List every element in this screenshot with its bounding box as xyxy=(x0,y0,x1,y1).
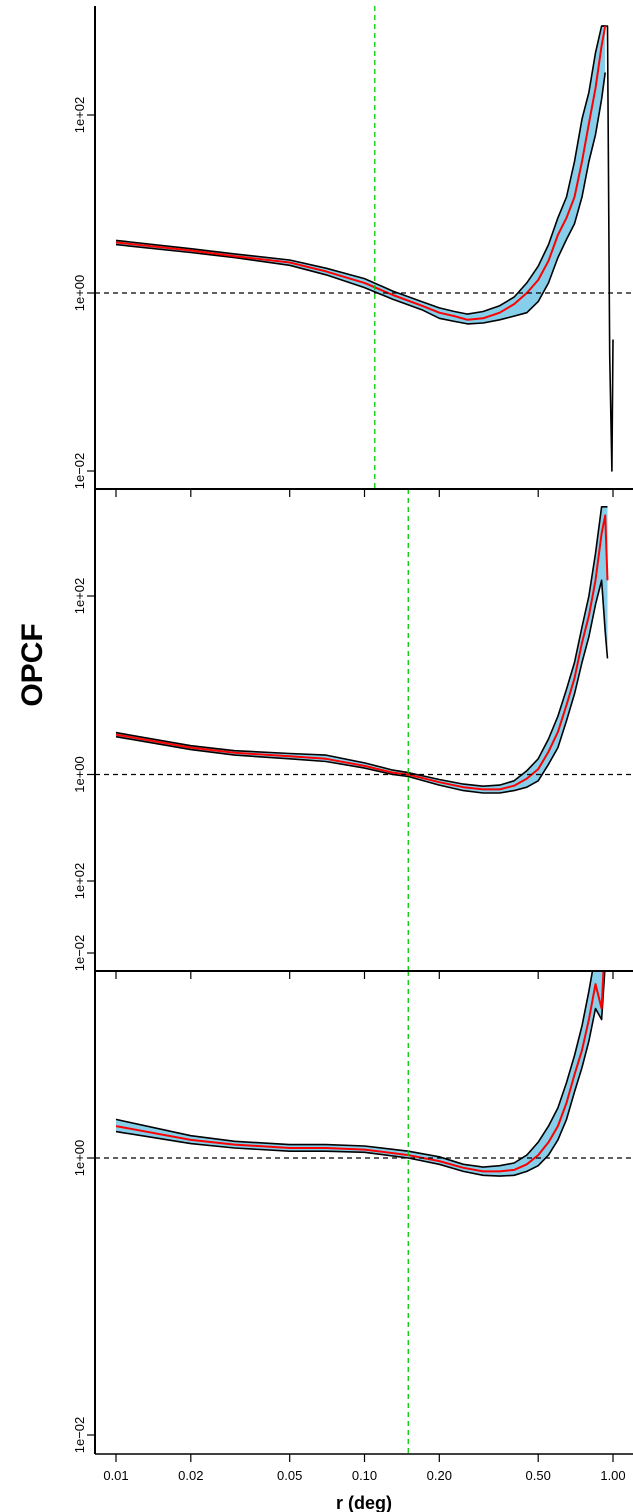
x-axis-title: r (deg) xyxy=(336,1493,392,1512)
y-tick-label: 1e+02 xyxy=(72,578,87,615)
y-tick-label: 1e+02 xyxy=(72,863,87,900)
envelope-band xyxy=(116,971,605,1177)
median-line xyxy=(115,25,607,321)
y-tick-label: 1e−02 xyxy=(72,453,87,490)
y-axis-title: OPCF xyxy=(16,623,49,706)
panel-middle: 1e−02 1e+00 1e+02 xyxy=(72,488,633,972)
y-tick-label: 1e+00 xyxy=(72,756,87,793)
x-tick-label: 1.00 xyxy=(600,1468,625,1483)
chart-panels: 1e−02 1e+00 1e+02 1e−02 1e+00 1e+02 1e−02 1e+00… xyxy=(72,6,633,1483)
x-tick-label: 0.50 xyxy=(526,1468,551,1483)
x-tick-label: 0.10 xyxy=(352,1468,377,1483)
median-line xyxy=(115,514,609,791)
panel-bottom: 1e−02 1e+00 1e+02 0.01 0.02 0.05 0.10 0.20 0.50 1… xyxy=(72,863,633,1483)
envelope-lower-line xyxy=(115,579,609,794)
x-tick-label: 0.02 xyxy=(178,1468,203,1483)
envelope-lower-line xyxy=(115,72,606,325)
y-tick-label: 1e−02 xyxy=(72,1417,87,1454)
plot-area-middle xyxy=(95,489,633,971)
envelope-upper-line xyxy=(115,506,608,787)
y-tick-label: 1e+00 xyxy=(72,275,87,312)
panel-top: 1e−02 1e+00 1e+02 xyxy=(72,6,633,489)
plot-area-top xyxy=(95,6,633,489)
plot-area-bottom xyxy=(95,971,633,1454)
envelope-upper-line xyxy=(115,25,606,315)
y-tick-label: 1e−02 xyxy=(72,935,87,972)
envelope-band xyxy=(116,26,606,324)
x-tick-label: 0.01 xyxy=(103,1468,128,1483)
y-tick-label: 1e+02 xyxy=(72,97,87,134)
envelope-spike-line xyxy=(601,25,614,472)
x-tick-label: 0.20 xyxy=(427,1468,452,1483)
y-tick-label: 1e+00 xyxy=(72,1140,87,1177)
envelope-upper-line xyxy=(115,971,594,1168)
envelope-lower-line xyxy=(115,971,606,1177)
median-line xyxy=(115,971,605,1173)
x-tick-label: 0.05 xyxy=(277,1468,302,1483)
